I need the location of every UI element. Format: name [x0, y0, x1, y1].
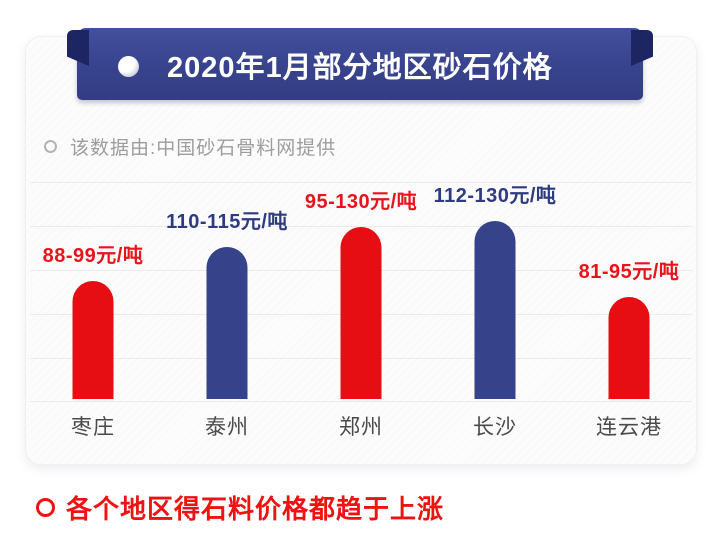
- bar-column: 81-95元/吨 连云港: [562, 37, 696, 464]
- bar: [72, 281, 114, 399]
- value-label: 88-99元/吨: [42, 245, 144, 267]
- category-label: 郑州: [339, 416, 383, 439]
- category-label: 泰州: [205, 416, 249, 439]
- chart-title: 2020年1月部分地区砂石价格: [167, 52, 553, 84]
- gridline: [30, 401, 692, 402]
- value-label: 112-130元/吨: [433, 185, 557, 207]
- bar-column: 110-115元/吨 泰州: [160, 37, 294, 464]
- value-label: 95-130元/吨: [304, 191, 418, 213]
- ring-bullet-icon: [36, 498, 55, 517]
- footer-text: 各个地区得石料价格都趋于上涨: [66, 494, 445, 524]
- data-source-text: 该数据由:中国砂石骨料网提供: [70, 138, 337, 159]
- sphere-bullet-icon: [118, 55, 139, 77]
- title-banner: 2020年1月部分地区砂石价格: [77, 28, 643, 100]
- bar-column: 88-99元/吨 枣庄: [26, 37, 160, 464]
- circle-bullet-icon: [44, 140, 57, 153]
- category-label: 长沙: [473, 416, 517, 439]
- bar: [608, 297, 650, 399]
- bar-column: 112-130元/吨 长沙: [428, 37, 562, 464]
- bar: [340, 227, 382, 399]
- category-label: 连云港: [596, 416, 662, 439]
- gridline: [30, 182, 692, 183]
- category-label: 枣庄: [71, 416, 115, 439]
- value-label: 110-115元/吨: [166, 211, 288, 233]
- data-source-note: 该数据由:中国砂石骨料网提供: [44, 133, 336, 160]
- gridline: [30, 226, 692, 227]
- bar: [206, 247, 248, 399]
- bar: [474, 221, 516, 399]
- chart-card: 该数据由:中国砂石骨料网提供 88-99元/吨 枣庄 110-115元/吨 泰州 95-…: [25, 36, 697, 465]
- bar-chart: 88-99元/吨 枣庄 110-115元/吨 泰州 95-130元/吨 郑州 112-130…: [26, 37, 696, 464]
- value-label: 81-95元/吨: [578, 261, 680, 283]
- bar-column: 95-130元/吨 郑州: [294, 37, 428, 464]
- footer-note: 各个地区得石料价格都趋于上涨: [36, 489, 444, 526]
